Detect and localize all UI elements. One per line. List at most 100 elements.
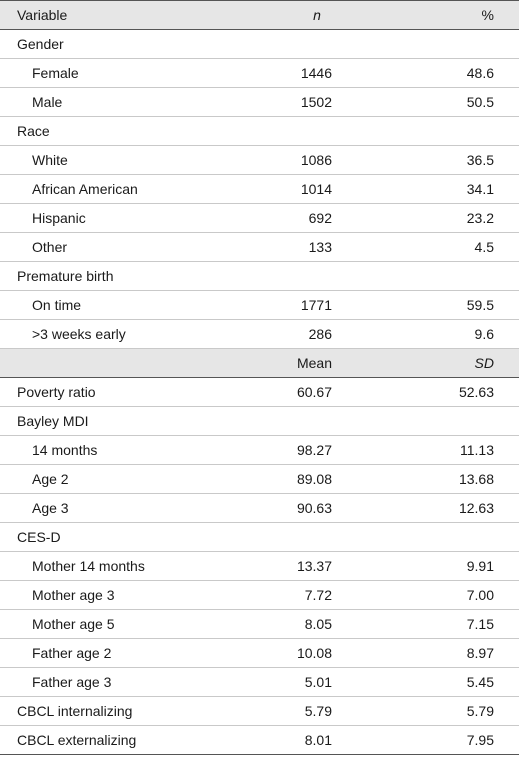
table-row: Age 3 90.63 12.63 [0, 493, 519, 523]
header-mean: Mean [262, 348, 332, 378]
value-cell: 52.63 [332, 377, 519, 407]
header-n: n [262, 0, 332, 30]
value-cell: 5.45 [332, 667, 519, 697]
table-row: Hispanic 692 23.2 [0, 203, 519, 233]
group-label: CES-D [0, 522, 262, 552]
table-row: Mother age 5 8.05 7.15 [0, 609, 519, 639]
row-label: Mother age 3 [0, 580, 262, 610]
row-label: Poverty ratio [0, 377, 262, 407]
table-row: Other 133 4.5 [0, 232, 519, 262]
value-cell: 59.5 [332, 290, 519, 320]
table-row: 14 months 98.27 11.13 [0, 435, 519, 465]
row-label: Father age 3 [0, 667, 262, 697]
table-row: African American 1014 34.1 [0, 174, 519, 204]
row-label: Male [0, 87, 262, 117]
value-cell: 23.2 [332, 203, 519, 233]
value-cell: 286 [262, 319, 332, 349]
value-cell: 7.95 [332, 725, 519, 755]
value-cell [262, 406, 332, 436]
value-cell: 692 [262, 203, 332, 233]
table-row: Age 2 89.08 13.68 [0, 464, 519, 494]
value-cell: 12.63 [332, 493, 519, 523]
value-cell: 8.97 [332, 638, 519, 668]
value-cell: 7.00 [332, 580, 519, 610]
table-row: Father age 2 10.08 8.97 [0, 638, 519, 668]
row-label: CBCL externalizing [0, 725, 262, 755]
table-row: CBCL internalizing 5.79 5.79 [0, 696, 519, 726]
value-cell: 5.79 [332, 696, 519, 726]
row-label: Other [0, 232, 262, 262]
value-cell: 13.37 [262, 551, 332, 581]
value-cell: 1771 [262, 290, 332, 320]
value-cell: 11.13 [332, 435, 519, 465]
row-label: CBCL internalizing [0, 696, 262, 726]
value-cell [262, 116, 332, 146]
table-row: >3 weeks early 286 9.6 [0, 319, 519, 349]
row-label: Mother age 5 [0, 609, 262, 639]
row-label: Hispanic [0, 203, 262, 233]
value-cell: 9.6 [332, 319, 519, 349]
value-cell [262, 522, 332, 552]
value-cell [332, 406, 519, 436]
value-cell: 9.91 [332, 551, 519, 581]
table-row: Father age 3 5.01 5.45 [0, 667, 519, 697]
value-cell: 1014 [262, 174, 332, 204]
value-cell [262, 261, 332, 291]
value-cell: 1446 [262, 58, 332, 88]
table-subheader-row: Mean SD [0, 348, 519, 378]
value-cell: 133 [262, 232, 332, 262]
group-label: Race [0, 116, 262, 146]
value-cell [332, 116, 519, 146]
value-cell: 60.67 [262, 377, 332, 407]
group-row: Bayley MDI [0, 406, 519, 436]
row-label: Mother 14 months [0, 551, 262, 581]
row-label: Female [0, 58, 262, 88]
value-cell: 50.5 [332, 87, 519, 117]
value-cell: 90.63 [262, 493, 332, 523]
value-cell: 1086 [262, 145, 332, 175]
value-cell: 1502 [262, 87, 332, 117]
row-label: Age 2 [0, 464, 262, 494]
row-label: 14 months [0, 435, 262, 465]
row-label: On time [0, 290, 262, 320]
table-row: Mother age 3 7.72 7.00 [0, 580, 519, 610]
value-cell: 8.01 [262, 725, 332, 755]
value-cell: 5.01 [262, 667, 332, 697]
frequency-section: Gender Female 1446 48.6 Male 1502 50.5 Race Whit… [0, 29, 519, 349]
value-cell: 4.5 [332, 232, 519, 262]
group-row: CES-D [0, 522, 519, 552]
value-cell [262, 29, 332, 59]
table-row: Male 1502 50.5 [0, 87, 519, 117]
value-cell: 10.08 [262, 638, 332, 668]
row-label: Age 3 [0, 493, 262, 523]
header-variable: Variable [0, 0, 262, 30]
table-row: Poverty ratio 60.67 52.63 [0, 377, 519, 407]
header-percent: % [332, 0, 519, 30]
row-label: White [0, 145, 262, 175]
value-cell: 48.6 [332, 58, 519, 88]
table-row: White 1086 36.5 [0, 145, 519, 175]
value-cell: 7.15 [332, 609, 519, 639]
value-cell: 13.68 [332, 464, 519, 494]
group-row: Gender [0, 29, 519, 59]
value-cell [332, 29, 519, 59]
value-cell [332, 522, 519, 552]
table-row: Mother 14 months 13.37 9.91 [0, 551, 519, 581]
value-cell: 34.1 [332, 174, 519, 204]
row-label: Father age 2 [0, 638, 262, 668]
group-label: Premature birth [0, 261, 262, 291]
group-label: Bayley MDI [0, 406, 262, 436]
table-row: CBCL externalizing 8.01 7.95 [0, 725, 519, 755]
row-label: >3 weeks early [0, 319, 262, 349]
table-row: On time 1771 59.5 [0, 290, 519, 320]
group-row: Race [0, 116, 519, 146]
value-cell: 98.27 [262, 435, 332, 465]
group-row: Premature birth [0, 261, 519, 291]
table-header-row: Variable n % [0, 0, 519, 30]
row-label: African American [0, 174, 262, 204]
value-cell: 36.5 [332, 145, 519, 175]
subheader-variable [0, 348, 262, 378]
value-cell [332, 261, 519, 291]
header-sd: SD [332, 348, 519, 378]
